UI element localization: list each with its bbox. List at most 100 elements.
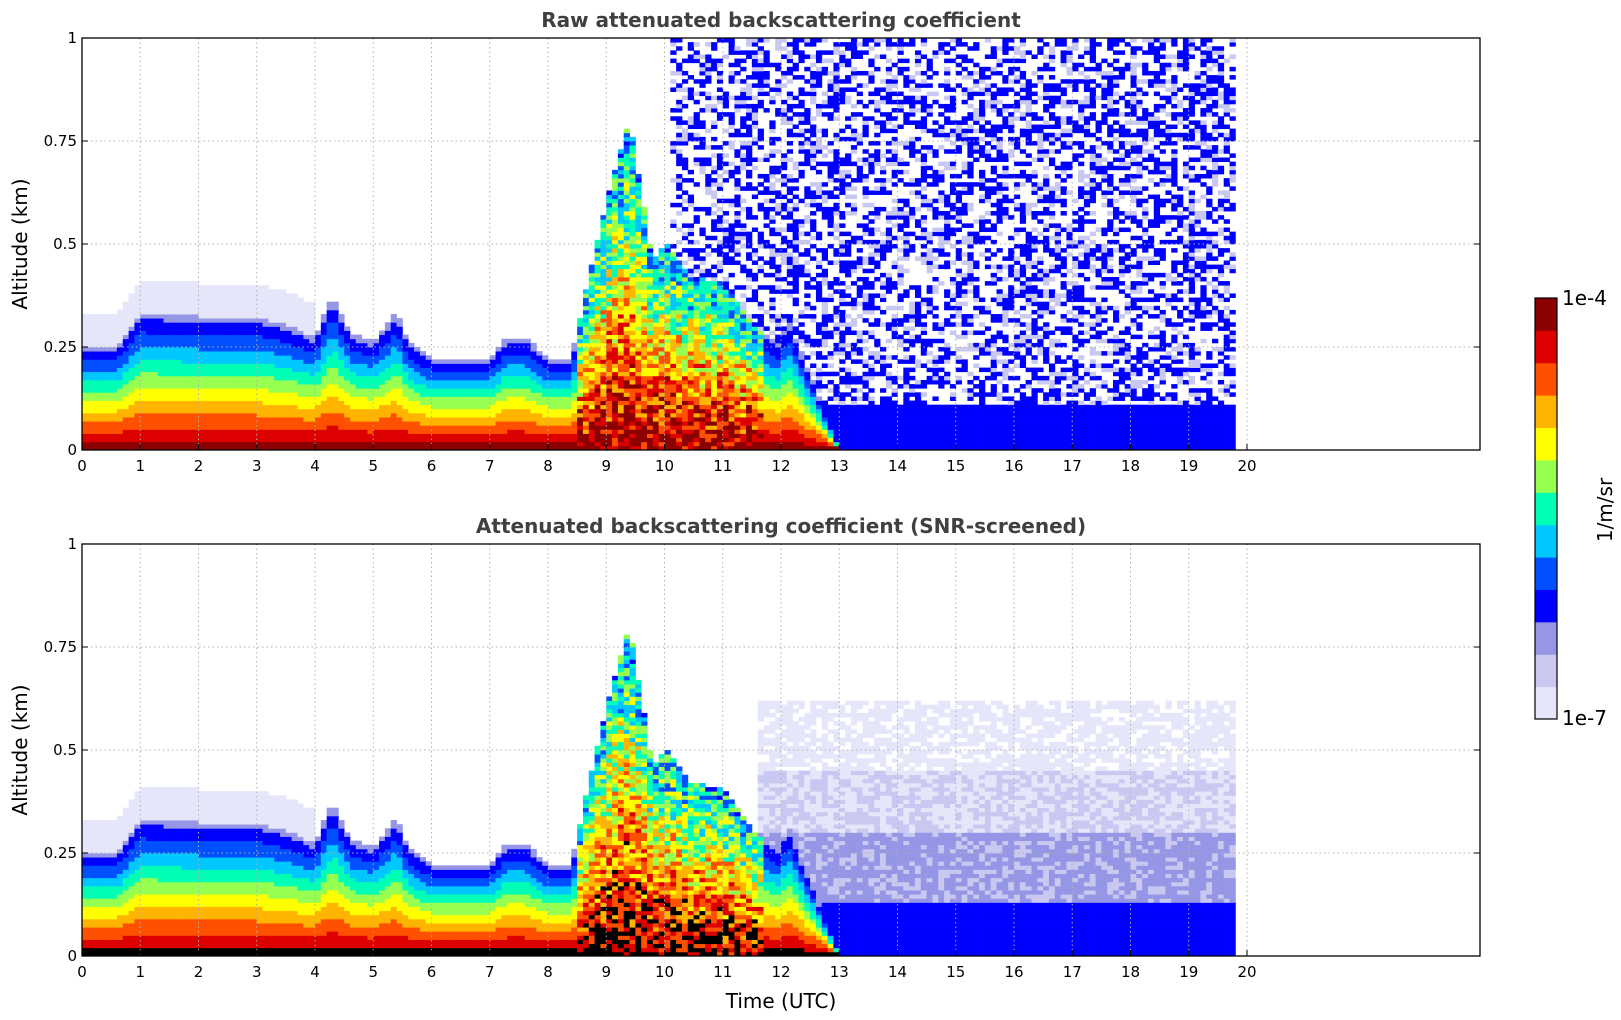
heatmap-cell	[303, 437, 310, 443]
heatmap-cell	[111, 338, 118, 344]
heatmap-cell	[617, 388, 625, 393]
heatmap-cell	[617, 367, 625, 373]
heatmap-cell	[769, 421, 776, 426]
heatmap-cell	[285, 330, 293, 336]
heatmap-cell	[221, 318, 229, 323]
heatmap-cell	[169, 396, 176, 401]
heatmap-cell	[670, 70, 677, 76]
heatmap-cell	[629, 305, 636, 311]
heatmap-cell	[582, 388, 590, 393]
heatmap-cell	[379, 437, 386, 443]
heatmap-cell	[181, 437, 188, 443]
heatmap-cell	[641, 433, 648, 439]
heatmap-cell	[82, 330, 89, 336]
heatmap-cell	[163, 297, 170, 303]
heatmap-cell	[105, 371, 112, 377]
heatmap-cell	[629, 441, 636, 447]
heatmap-cell	[215, 412, 223, 418]
heatmap-cell	[740, 198, 747, 204]
heatmap-cell	[443, 384, 450, 389]
heatmap-cell	[617, 252, 625, 257]
heatmap-cell	[635, 194, 642, 200]
heatmap-cell	[577, 338, 584, 344]
heatmap-cell	[600, 437, 607, 443]
heatmap-cell	[419, 388, 427, 393]
heatmap-cell	[769, 379, 776, 385]
heatmap-cell	[408, 359, 415, 364]
heatmap-cell	[437, 441, 444, 447]
heatmap-cell	[746, 392, 753, 397]
heatmap-cell	[711, 359, 718, 364]
heatmap-cell	[82, 363, 89, 368]
heatmap-cell	[198, 318, 205, 323]
heatmap-cell	[245, 289, 252, 294]
heatmap-cell	[332, 301, 339, 307]
heatmap-cell	[600, 367, 607, 373]
heatmap-cell	[390, 367, 397, 373]
heatmap-cell	[344, 334, 351, 340]
heatmap-cell	[577, 351, 584, 356]
heatmap-cell	[670, 268, 677, 274]
heatmap-cell	[140, 363, 147, 368]
heatmap-cell	[198, 445, 205, 451]
heatmap-cell	[315, 396, 322, 401]
heatmap-cell	[687, 417, 695, 422]
heatmap-cell	[781, 202, 788, 208]
heatmap-cell	[349, 367, 357, 373]
heatmap-cell	[687, 433, 695, 439]
heatmap-cell	[763, 223, 770, 228]
heatmap-cell	[548, 433, 555, 439]
heatmap-cell	[146, 375, 153, 381]
heatmap-cell	[600, 235, 607, 241]
heatmap-cell	[588, 375, 595, 381]
heatmap-cell	[489, 425, 496, 430]
heatmap-cell	[134, 412, 141, 418]
heatmap-cell	[157, 305, 164, 311]
heatmap-cell	[647, 330, 654, 336]
heatmap-cell	[781, 38, 788, 43]
heatmap-cell	[116, 309, 124, 315]
heatmap-cell	[99, 433, 106, 439]
heatmap-cell	[746, 42, 753, 47]
heatmap-cell	[227, 342, 234, 348]
heatmap-cell	[140, 396, 147, 401]
heatmap-cell	[676, 301, 683, 307]
heatmap-cell	[751, 396, 759, 401]
heatmap-cell	[676, 46, 683, 51]
heatmap-cell	[740, 141, 747, 146]
heatmap-cell	[146, 305, 153, 311]
heatmap-cell	[227, 375, 234, 381]
heatmap-cell	[635, 314, 642, 319]
heatmap-cell	[681, 355, 689, 360]
heatmap-cell	[594, 309, 601, 315]
heatmap-cell	[594, 276, 601, 282]
heatmap-cell	[536, 404, 543, 410]
heatmap-cell	[775, 42, 782, 47]
heatmap-cell	[315, 400, 322, 406]
heatmap-cell	[472, 375, 479, 381]
heatmap-cell	[612, 363, 619, 368]
heatmap-cell	[513, 371, 520, 377]
heatmap-cell	[419, 367, 427, 373]
heatmap-cell	[186, 445, 194, 451]
heatmap-cell	[711, 58, 718, 64]
heatmap-cell	[128, 425, 135, 430]
heatmap-cell	[408, 421, 415, 426]
heatmap-cell	[157, 421, 164, 426]
heatmap-cell	[670, 293, 677, 298]
heatmap-cell	[629, 153, 636, 158]
heatmap-cell	[763, 285, 770, 290]
heatmap-cell	[652, 268, 660, 274]
heatmap-cell	[617, 305, 625, 311]
heatmap-cell	[163, 289, 170, 294]
heatmap-cell	[716, 330, 724, 336]
heatmap-cell	[786, 375, 794, 381]
heatmap-cell	[582, 417, 590, 422]
heatmap-cell	[600, 347, 607, 352]
heatmap-cell	[309, 318, 316, 323]
heatmap-cell	[693, 412, 700, 418]
heatmap-cell	[757, 388, 764, 393]
heatmap-cell	[280, 359, 287, 364]
heatmap-cell	[513, 379, 520, 385]
heatmap-cell	[82, 379, 89, 385]
